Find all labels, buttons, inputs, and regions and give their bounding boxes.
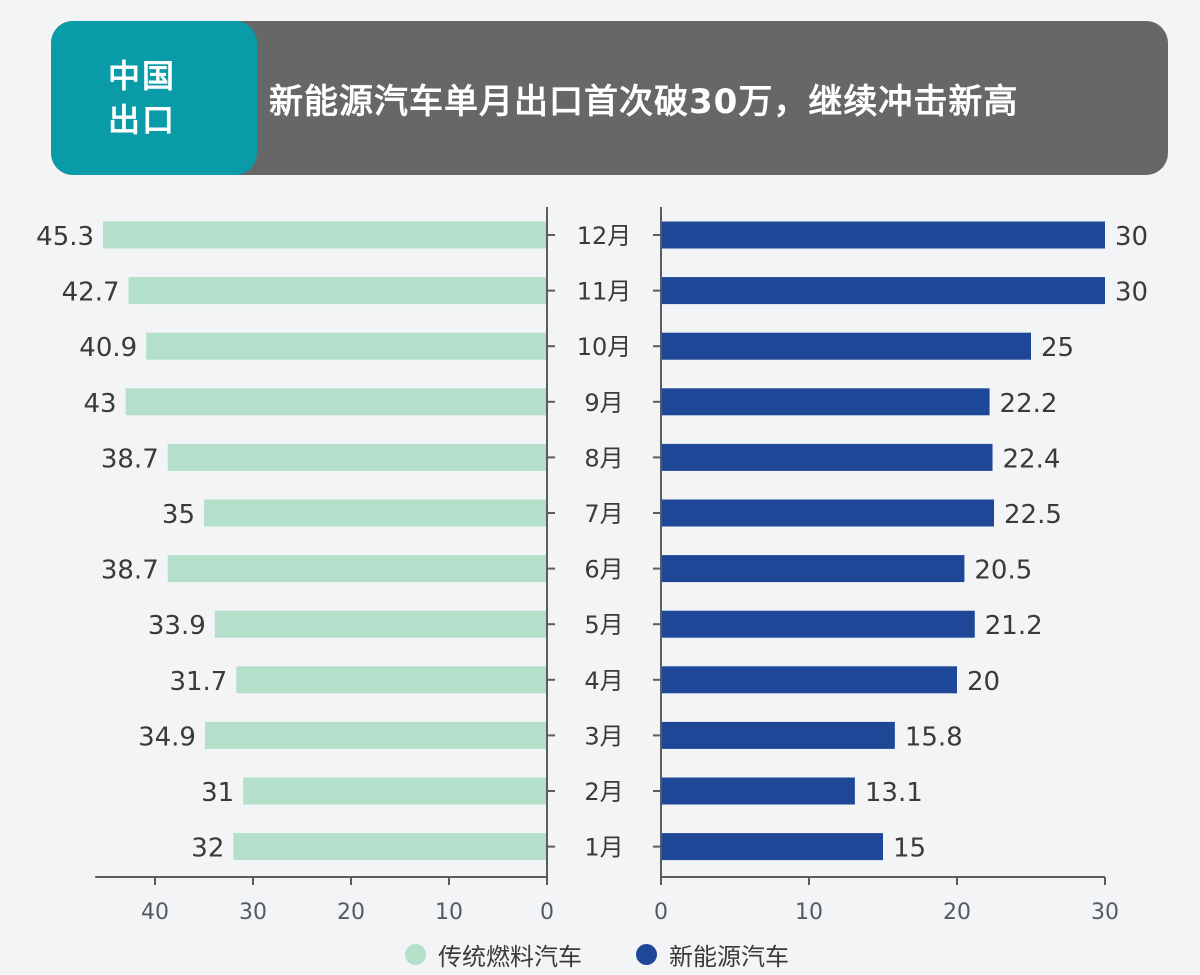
bar-nev-7	[661, 555, 965, 583]
tick-labels: 40 30 20 10 0 0 10 20 30	[141, 900, 1119, 925]
value-label-traditional: 33.9	[148, 611, 206, 641]
category-label: 3月	[584, 722, 623, 750]
badge-line-2: 出口	[108, 101, 177, 139]
bar-traditional-3	[146, 332, 547, 360]
badge-line-1: 中国	[108, 57, 177, 95]
value-label-nev: 21.2	[985, 611, 1043, 641]
value-label-traditional: 35	[162, 500, 195, 530]
value-label-nev: 13.1	[865, 778, 923, 808]
value-label-nev: 15	[893, 834, 926, 864]
category-label: 12月	[577, 222, 632, 250]
value-label-nev: 15.8	[905, 722, 963, 752]
value-labels: 45.3 30 42.7 30 40.9 25 43 22.2 38.7 22.4 35 22.5 38…	[36, 222, 1148, 864]
value-label-traditional: 34.9	[138, 722, 196, 752]
tick-label-left: 20	[337, 900, 365, 925]
value-label-nev: 22.4	[1003, 444, 1061, 474]
category-label: 4月	[584, 667, 623, 695]
bar-traditional-2	[128, 277, 548, 305]
legend-dot-nev	[636, 944, 657, 965]
category-label: 9月	[584, 389, 623, 417]
value-label-traditional: 38.7	[101, 444, 159, 474]
legend: 传统燃料汽车 新能源汽车	[0, 937, 1200, 973]
legend-dot-traditional	[405, 944, 426, 965]
tick-label-right: 0	[654, 900, 668, 925]
tick-label-left: 0	[540, 900, 554, 925]
value-label-nev: 20	[967, 667, 1000, 697]
value-label-traditional: 42.7	[62, 278, 120, 308]
value-label-traditional: 43	[84, 389, 117, 419]
value-label-nev: 22.5	[1004, 500, 1062, 530]
bar-nev-8	[661, 610, 975, 638]
value-label-nev: 30	[1115, 222, 1148, 252]
value-label-nev: 25	[1041, 333, 1074, 363]
bar-traditional-11	[243, 777, 547, 805]
header-banner: 中国 出口 新能源汽车单月出口首次破30万，继续冲击新高	[51, 21, 1168, 175]
legend-label-nev: 新能源汽车	[669, 943, 789, 971]
tick-label-left: 30	[239, 900, 267, 925]
value-label-traditional: 31.7	[169, 667, 227, 697]
tick-label-right: 30	[1091, 900, 1119, 925]
bar-traditional-4	[125, 388, 547, 416]
bar-traditional-9	[236, 666, 547, 694]
value-label-nev: 22.2	[1000, 389, 1058, 419]
nev-series	[661, 221, 1105, 861]
value-label-traditional: 38.7	[101, 556, 159, 586]
bar-nev-10	[661, 721, 895, 749]
category-labels: 12月 11月 10月 9月 8月 7月 6月 5月 4月 3月 2月 1月	[577, 222, 632, 862]
tick-label-left: 40	[141, 900, 169, 925]
bar-nev-6	[661, 499, 994, 527]
bar-traditional-8	[214, 610, 547, 638]
category-label: 11月	[577, 278, 632, 306]
value-label-traditional: 31	[201, 778, 234, 808]
legend-item-traditional[interactable]: 传统燃料汽车	[405, 937, 582, 972]
butterfly-bar-chart: 12月 11月 10月 9月 8月 7月 6月 5月 4月 3月 2月 1月 45.3 30 42.7 30…	[36, 207, 1148, 925]
category-label: 7月	[584, 500, 623, 528]
value-label-nev: 20.5	[974, 556, 1032, 586]
value-label-nev: 30	[1115, 278, 1148, 308]
region-badge: 中国 出口	[51, 21, 257, 175]
tick-label-left: 10	[435, 900, 463, 925]
bar-traditional-1	[103, 221, 547, 249]
value-label-traditional: 32	[191, 834, 224, 864]
bar-traditional-6	[204, 499, 547, 527]
bar-nev-5	[661, 443, 993, 471]
bar-nev-11	[661, 777, 855, 805]
bar-traditional-12	[233, 833, 547, 861]
category-label: 10月	[577, 333, 632, 361]
tick-label-right: 10	[795, 900, 823, 925]
bar-nev-3	[661, 332, 1031, 360]
axes	[95, 207, 1106, 885]
category-label: 1月	[584, 834, 623, 862]
category-label: 6月	[584, 556, 623, 584]
bar-nev-1	[661, 221, 1105, 249]
bar-nev-4	[661, 388, 990, 416]
legend-item-nev[interactable]: 新能源汽车	[636, 937, 789, 972]
traditional-series	[103, 221, 548, 861]
bar-traditional-10	[204, 721, 548, 749]
category-label: 8月	[584, 444, 623, 472]
category-label: 2月	[584, 778, 623, 806]
bar-nev-2	[661, 277, 1105, 305]
tick-label-right: 20	[943, 900, 971, 925]
bar-nev-12	[661, 833, 883, 861]
value-label-traditional: 40.9	[79, 333, 137, 363]
bar-traditional-7	[167, 555, 548, 583]
chart-title: 新能源汽车单月出口首次破30万，继续冲击新高	[269, 81, 1019, 122]
legend-label-traditional: 传统燃料汽车	[438, 943, 582, 971]
bar-nev-9	[661, 666, 957, 694]
category-label: 5月	[584, 611, 623, 639]
value-label-traditional: 45.3	[36, 222, 94, 252]
bar-traditional-5	[167, 443, 548, 471]
